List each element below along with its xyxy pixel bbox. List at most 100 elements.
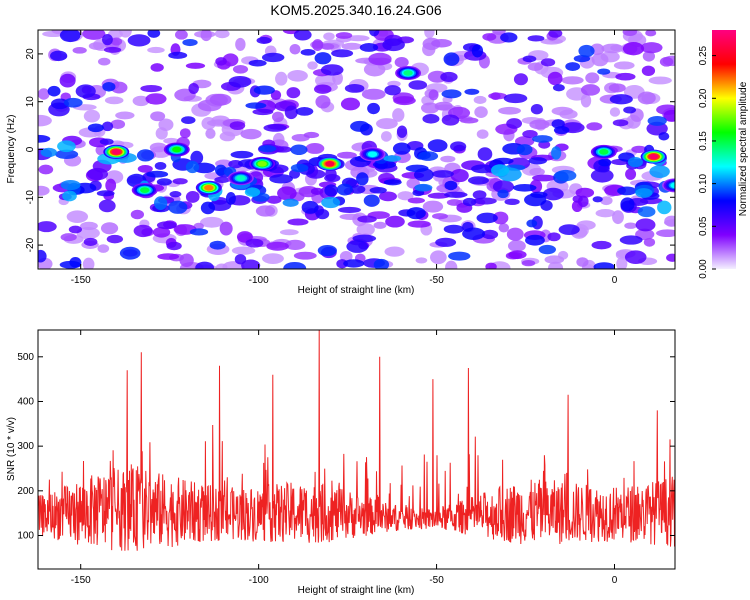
heatmap-cell bbox=[663, 109, 675, 122]
heatmap-cell bbox=[228, 75, 252, 88]
heatmap-cell bbox=[637, 206, 656, 218]
heatmap-cell bbox=[659, 56, 674, 67]
heatmap-cell bbox=[105, 178, 117, 193]
heatmap-cell bbox=[156, 178, 172, 186]
heatmap-cell bbox=[369, 30, 380, 37]
heatmap-cell bbox=[477, 147, 493, 161]
heatmap-cell bbox=[66, 210, 89, 224]
snr-y-tick-label: 300 bbox=[17, 441, 34, 452]
heatmap-cell bbox=[55, 149, 79, 159]
heatmap-cell bbox=[384, 85, 401, 96]
heatmap-cell bbox=[369, 186, 387, 194]
heatmap-cell bbox=[185, 62, 206, 69]
heatmap-cell bbox=[154, 161, 167, 170]
heatmap-cell bbox=[336, 151, 357, 159]
heatmap-cell bbox=[317, 244, 337, 257]
heatmap-cell bbox=[578, 44, 595, 58]
heatmap-cell bbox=[356, 222, 375, 236]
heatmap-cell bbox=[244, 187, 261, 197]
heatmap-cell bbox=[346, 35, 370, 42]
heatmap-cell bbox=[446, 199, 463, 206]
snr-y-tick-label: 200 bbox=[17, 486, 34, 497]
heatmap-cell bbox=[301, 200, 319, 214]
heatmap-cell bbox=[47, 85, 61, 97]
heatmap-cell bbox=[68, 225, 83, 234]
snr-x-tick-label: -100 bbox=[249, 575, 269, 586]
heatmap-y-tick-label: 20 bbox=[25, 48, 36, 60]
heatmap-cell bbox=[647, 115, 667, 126]
heatmap-cell bbox=[97, 244, 110, 253]
heatmap-cell bbox=[368, 52, 392, 66]
heatmap-cell bbox=[88, 42, 105, 50]
heatmap-cell bbox=[623, 106, 637, 114]
heatmap-cell bbox=[335, 32, 353, 39]
heatmap-cell bbox=[631, 145, 648, 154]
heatmap-cell bbox=[551, 146, 562, 160]
heatmap-x-ticks: -150 -100 -50 0 bbox=[71, 30, 618, 286]
heatmap-cell bbox=[380, 131, 392, 142]
heatmap-cell bbox=[459, 117, 479, 124]
heatmap-hot-spot bbox=[599, 149, 609, 155]
heatmap-cell bbox=[179, 253, 194, 268]
heatmap-cell bbox=[261, 52, 285, 63]
heatmap-cell bbox=[229, 121, 246, 130]
heatmap-cell bbox=[522, 55, 537, 63]
heatmap-cell bbox=[156, 221, 177, 230]
heatmap-cell bbox=[300, 49, 316, 56]
heatmap-cell bbox=[168, 200, 188, 214]
heatmap-cell bbox=[130, 209, 145, 220]
heatmap-cell bbox=[383, 179, 402, 186]
heatmap-cell bbox=[586, 122, 603, 131]
heatmap-cell bbox=[422, 200, 444, 213]
heatmap-cell bbox=[344, 83, 365, 93]
heatmap-cell bbox=[408, 80, 428, 90]
heatmap-cell bbox=[181, 116, 196, 124]
heatmap-cell bbox=[640, 42, 663, 54]
heatmap-cell bbox=[504, 198, 520, 206]
heatmap-cell bbox=[339, 213, 362, 220]
heatmap-cell bbox=[506, 118, 523, 129]
colorbar-tick-label: 0.05 bbox=[698, 216, 709, 236]
heatmap-cell bbox=[266, 195, 282, 204]
heatmap-cell bbox=[245, 102, 267, 109]
heatmap-cell bbox=[424, 30, 435, 39]
colorbar-ramp bbox=[712, 30, 736, 269]
heatmap-cell bbox=[133, 224, 153, 238]
heatmap-cell bbox=[240, 128, 262, 140]
heatmap-cell bbox=[252, 108, 274, 116]
heatmap-cell bbox=[500, 32, 518, 43]
heatmap-cell bbox=[367, 102, 380, 115]
heatmap-cell bbox=[158, 118, 174, 131]
heatmap-cell bbox=[613, 61, 635, 70]
heatmap-cell bbox=[40, 147, 57, 158]
snr-y-axis-label: SNR (10 * v/v) bbox=[6, 417, 17, 481]
heatmap-cell bbox=[392, 108, 405, 122]
heatmap-cell bbox=[140, 84, 163, 93]
heatmap-hot-spot bbox=[172, 146, 182, 153]
snr-x-tick-label: 0 bbox=[612, 575, 618, 586]
heatmap-cell bbox=[147, 46, 165, 54]
heatmap-cell bbox=[324, 184, 338, 197]
heatmap-cell bbox=[420, 102, 440, 114]
heatmap-cell bbox=[597, 68, 611, 75]
heatmap-cell bbox=[657, 200, 672, 215]
heatmap-cell bbox=[98, 199, 116, 213]
heatmap-y-tick-label: -20 bbox=[25, 237, 36, 252]
heatmap-cell bbox=[245, 238, 264, 248]
heatmap-cell bbox=[274, 146, 292, 153]
heatmap-cell bbox=[290, 163, 309, 173]
heatmap-cell bbox=[63, 97, 83, 108]
heatmap-cell bbox=[530, 103, 543, 115]
heatmap-cell bbox=[340, 97, 361, 111]
heatmap-cell bbox=[441, 89, 462, 99]
heatmap-cell bbox=[481, 229, 499, 240]
heatmap-cell bbox=[393, 96, 416, 106]
heatmap-cell bbox=[320, 64, 344, 76]
heatmap-cell bbox=[275, 71, 288, 86]
heatmap-cell bbox=[658, 132, 670, 141]
heatmap-cell bbox=[462, 197, 477, 207]
heatmap-cell bbox=[262, 253, 284, 264]
heatmap-cell bbox=[110, 119, 126, 130]
